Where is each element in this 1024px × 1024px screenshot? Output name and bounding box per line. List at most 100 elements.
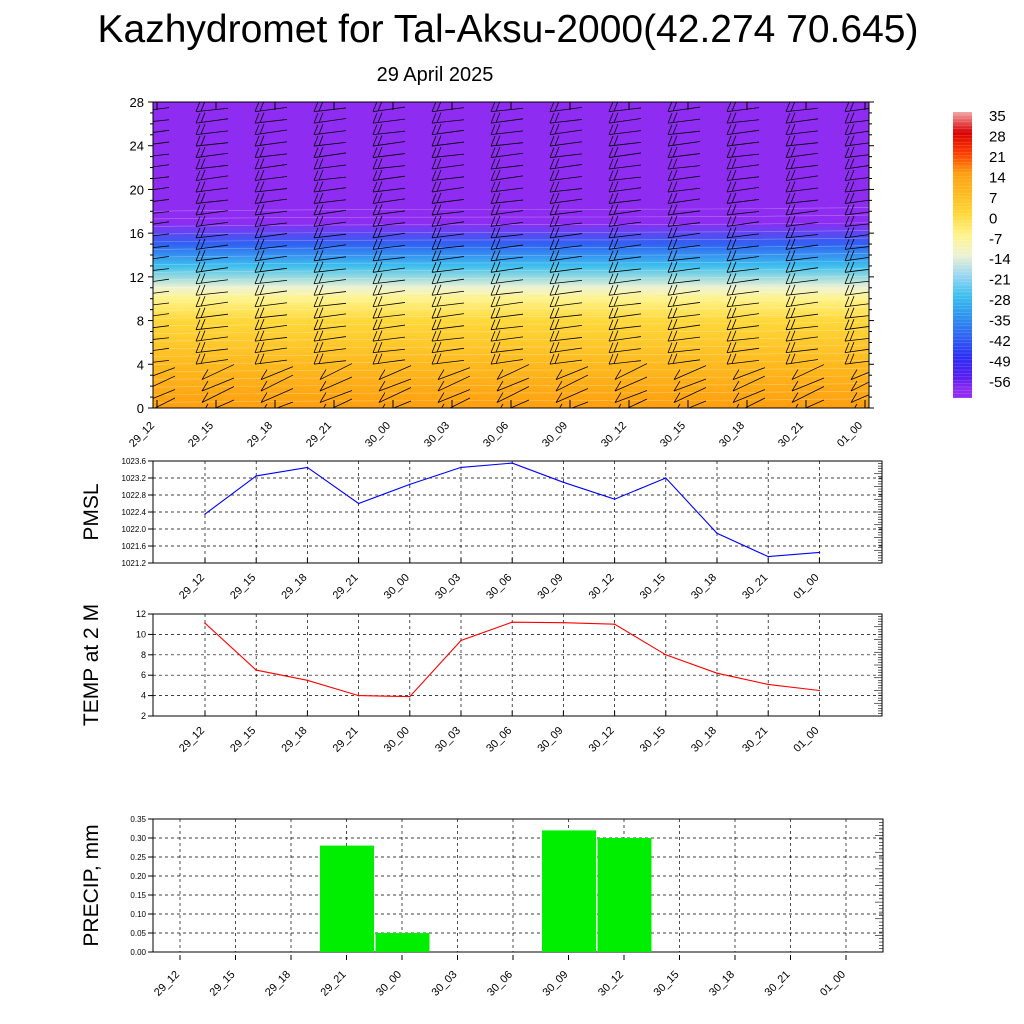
barb-flag xyxy=(790,192,796,204)
barb-flag xyxy=(137,125,141,135)
barb-flag xyxy=(549,342,555,353)
barb-flag xyxy=(200,135,206,146)
barb-shaft xyxy=(732,389,766,403)
wind-barb xyxy=(254,112,288,124)
barb-flag xyxy=(608,273,614,284)
wind-barb xyxy=(844,204,869,216)
barb-flag xyxy=(554,192,560,204)
barb-flag xyxy=(436,284,442,295)
barb-flag xyxy=(318,169,324,181)
x-tick-label: 01_00 xyxy=(791,572,821,602)
y-tick-label: 0.25 xyxy=(130,853,146,862)
barb-flag xyxy=(318,238,324,249)
barb-flag xyxy=(137,216,141,226)
barb-flag xyxy=(313,342,319,353)
barb-flag xyxy=(436,273,442,284)
wind-barb xyxy=(785,215,819,227)
wind-barb xyxy=(441,397,471,408)
wind-barb xyxy=(608,227,642,239)
barb-flag xyxy=(731,319,737,330)
barb-flag xyxy=(731,238,737,249)
barb-flag xyxy=(137,171,141,181)
barb-flag xyxy=(608,239,614,250)
barb-flag xyxy=(142,204,146,214)
barb-flag xyxy=(844,239,850,250)
wind-barb xyxy=(431,146,465,158)
barb-flag xyxy=(667,285,673,296)
barb-flag xyxy=(844,308,850,319)
wind-barb xyxy=(254,135,288,147)
barb-flag xyxy=(490,262,496,273)
isoline xyxy=(153,253,869,258)
color-scale-label: -28 xyxy=(989,292,1011,309)
barb-flag xyxy=(490,342,496,353)
y-tick-label: 28 xyxy=(130,95,144,110)
barb-shaft xyxy=(153,278,170,282)
y-tick-label: 0.00 xyxy=(130,948,146,957)
wind-barb xyxy=(608,284,642,296)
data-point xyxy=(511,462,513,464)
barb-flag xyxy=(849,158,855,169)
barb-flag xyxy=(849,227,855,238)
barb-flag xyxy=(495,319,501,330)
wind-barb xyxy=(431,296,465,308)
barb-flag xyxy=(672,181,678,192)
barb-flag xyxy=(143,381,149,391)
wind-barb xyxy=(254,296,288,308)
x-tick-label: 30_21 xyxy=(740,572,770,602)
wind-barb xyxy=(153,302,170,306)
y-tick-label: 0.05 xyxy=(130,929,146,938)
barb-flag xyxy=(137,331,141,341)
barb-flag xyxy=(731,123,737,135)
x-tick-label: 29_15 xyxy=(228,725,258,755)
barb-flag xyxy=(200,181,206,192)
precipitation-panel: 0.00 0.05 0.10 0.15 0.20 0.25 0.30 0.35 PRECIP, … xyxy=(80,815,884,999)
barb-flag xyxy=(377,215,383,227)
barb-flag xyxy=(372,102,378,112)
barb-shaft xyxy=(732,367,766,380)
barb-flag xyxy=(195,193,201,204)
barb-flag xyxy=(795,403,799,408)
wind-barb xyxy=(791,364,825,380)
barb-flag xyxy=(854,403,858,408)
wind-barb xyxy=(785,319,819,331)
barb-flag xyxy=(495,341,501,353)
wind-barb xyxy=(195,215,229,227)
wind-barb xyxy=(490,319,524,331)
wind-barb xyxy=(726,353,760,365)
wind-barb xyxy=(549,146,583,158)
barb-flag xyxy=(849,146,855,158)
barb-flag xyxy=(726,216,732,227)
x-tick-label: 30_09 xyxy=(541,969,571,999)
wind-barb xyxy=(785,227,819,239)
barb-flag xyxy=(260,369,268,380)
barb-flag xyxy=(313,296,319,307)
barb-flag xyxy=(254,124,260,135)
wind-barb xyxy=(153,256,170,260)
x-tick-label: 30_18 xyxy=(707,969,737,999)
barb-shaft xyxy=(153,176,170,180)
barb-flag xyxy=(195,112,201,124)
wind-barb xyxy=(372,261,406,273)
barb-shaft xyxy=(744,397,766,408)
wind-barb xyxy=(496,377,530,392)
barb-flag xyxy=(490,135,496,147)
barb-flag xyxy=(608,135,614,147)
wind-barb xyxy=(254,227,288,239)
barb-shaft xyxy=(201,364,235,380)
barb-flag xyxy=(785,124,791,135)
wind-barb xyxy=(549,112,583,124)
wind-barb xyxy=(844,250,869,262)
barb-flag xyxy=(436,169,442,181)
wind-barb xyxy=(785,204,819,216)
wind-barb xyxy=(490,296,524,308)
barb-flag xyxy=(790,102,796,112)
barb-flag xyxy=(672,284,678,295)
wind-barb xyxy=(319,390,353,403)
x-tick-label: 30_06 xyxy=(484,725,514,755)
wind-barb xyxy=(195,261,229,273)
barb-flag xyxy=(436,227,442,238)
isoline xyxy=(153,321,869,327)
barb-flag xyxy=(849,238,855,249)
wind-barb xyxy=(673,387,707,403)
